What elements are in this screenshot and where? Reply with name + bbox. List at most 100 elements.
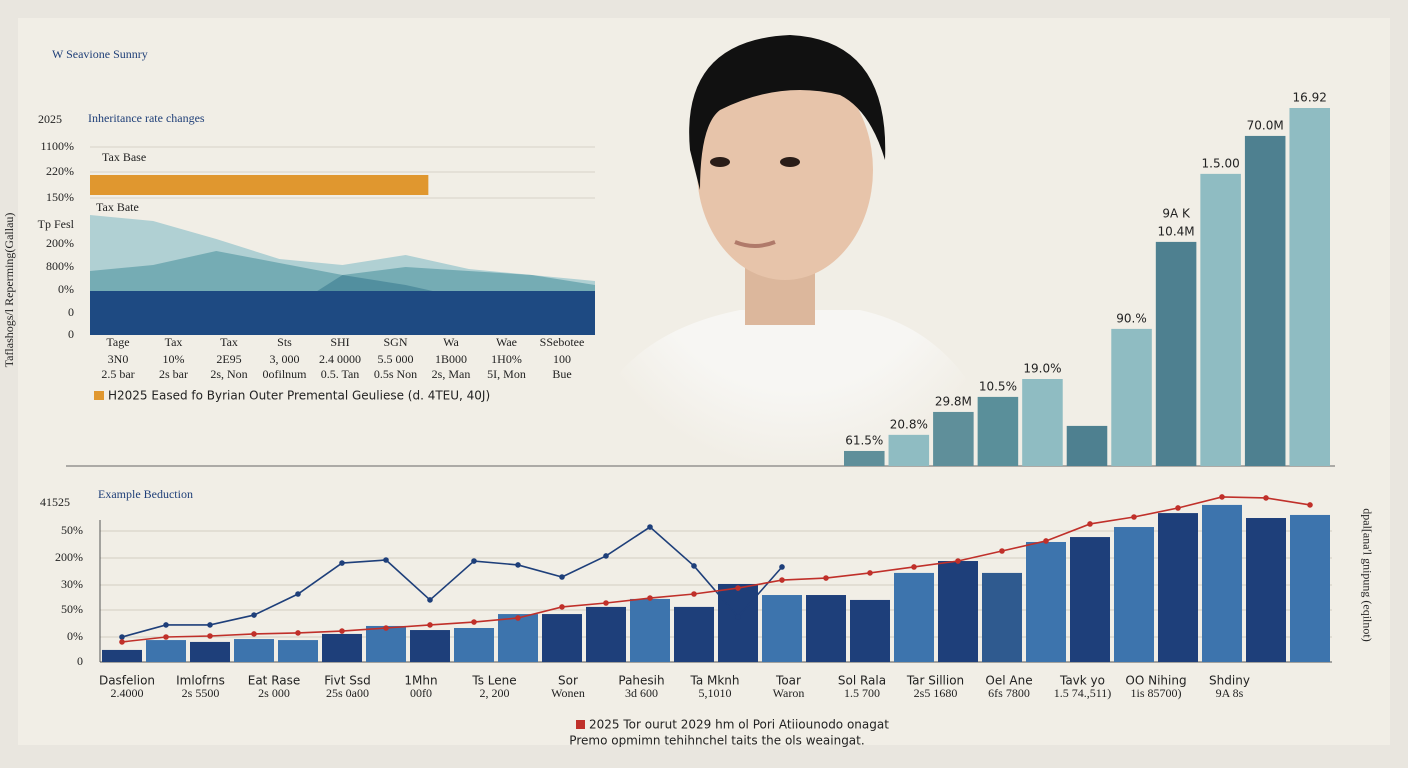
- x-label: Tavk yo: [1059, 674, 1105, 688]
- bar-label: 10.5%: [979, 379, 1017, 393]
- bar-label: 90.%: [1116, 311, 1147, 325]
- series-label: Tax Bate: [96, 200, 139, 214]
- y-label: 50%: [61, 602, 83, 616]
- area: [90, 291, 595, 335]
- x-sublabel: Wonen: [551, 686, 585, 700]
- point: [471, 619, 477, 625]
- y-label: 0: [68, 327, 74, 341]
- point: [735, 585, 741, 591]
- point: [251, 631, 257, 637]
- x-label: Tax: [220, 335, 238, 349]
- x-sublabel: 2s5 1680: [914, 686, 958, 700]
- x-label: Dasfelion: [99, 674, 155, 688]
- side-label: dpal[ana'l gnipung (eqilnot): [1360, 508, 1374, 641]
- bar: [102, 649, 142, 662]
- bar: [454, 628, 494, 662]
- point: [603, 553, 609, 559]
- bar: [1155, 241, 1197, 466]
- bar: [894, 572, 934, 662]
- x-sublabel: 0.5s Non: [374, 367, 417, 381]
- bar: [933, 411, 974, 466]
- point: [207, 633, 213, 639]
- bar: [1289, 108, 1330, 466]
- bar: [938, 561, 978, 662]
- x-label: Sts: [277, 335, 292, 349]
- x-sublabel: 00f0: [410, 686, 432, 700]
- bar-label: 16.92: [1293, 91, 1327, 105]
- point: [1219, 494, 1225, 500]
- point: [779, 564, 785, 570]
- x-sublabel: 0.5. Tan: [321, 367, 360, 381]
- chart-title: Inheritance rate changes: [88, 111, 205, 125]
- y-label: 220%: [46, 164, 74, 178]
- footnote: Premo opmimn tehihnchel taits the ols we…: [569, 734, 864, 748]
- bar: [977, 396, 1019, 466]
- x-label: Tage: [106, 335, 129, 349]
- x-label: Pahesih: [618, 674, 664, 688]
- bar: [234, 639, 274, 662]
- x-sublabel: 5.5 000: [378, 352, 414, 366]
- y-label: 800%: [46, 259, 74, 273]
- x-sublabel: 0ofilnum: [263, 367, 308, 381]
- bar: [278, 640, 318, 662]
- x-sublabel: 2E95: [216, 352, 241, 366]
- chart-title: Example Beduction: [98, 487, 193, 501]
- point: [999, 548, 1005, 554]
- bar: [1022, 379, 1063, 466]
- portrait: [600, 30, 990, 470]
- point: [339, 560, 345, 566]
- point: [911, 564, 917, 570]
- x-label: SGN: [383, 335, 407, 349]
- point: [383, 625, 389, 631]
- bar-label: 9A K: [1162, 206, 1191, 220]
- x-sublabel: 6fs 7800: [988, 686, 1030, 700]
- line: [121, 526, 783, 638]
- x-label: Fivt Ssd: [324, 674, 370, 688]
- point: [383, 557, 389, 563]
- note: H2025 Eased fo Byrian Outer Premental Ge…: [108, 389, 490, 403]
- x-sublabel: 2s 5500: [182, 686, 220, 700]
- point: [515, 615, 521, 621]
- point: [251, 612, 257, 618]
- bar: [146, 640, 186, 662]
- bar: [586, 606, 626, 662]
- x-sublabel: Waron: [773, 686, 805, 700]
- x-sublabel: 1is 85700): [1131, 686, 1182, 700]
- x-sublabel: 2.4 0000: [319, 352, 361, 366]
- x-label: Tax: [165, 335, 183, 349]
- point: [207, 622, 213, 628]
- bar: [1070, 537, 1110, 662]
- bar: [844, 450, 885, 466]
- point: [823, 575, 829, 581]
- x-sublabel: 3d 600: [625, 686, 658, 700]
- point: [427, 622, 433, 628]
- y-label: 150%: [46, 190, 74, 204]
- point: [647, 595, 653, 601]
- x-label: Toar: [775, 674, 801, 688]
- bar-label: 61.5%: [845, 433, 883, 447]
- x-sublabel: 2s bar: [159, 367, 188, 381]
- x-label: Oel Ane: [985, 674, 1032, 688]
- point: [955, 558, 961, 564]
- y-label: 30%: [61, 577, 83, 591]
- point: [119, 634, 125, 640]
- x-sublabel: 2s 000: [258, 686, 290, 700]
- x-sublabel: 9A 8s: [1216, 686, 1244, 700]
- bar: [1066, 425, 1108, 466]
- x-sublabel: 100: [553, 352, 571, 366]
- x-sublabel: 10%: [163, 352, 185, 366]
- bar-label: 10.4M: [1158, 224, 1195, 238]
- y-label: 50%: [61, 523, 83, 537]
- point: [603, 600, 609, 606]
- bar: [806, 595, 846, 662]
- x-sublabel: 2s, Non: [210, 367, 247, 381]
- x-sublabel: 1H0%: [491, 352, 522, 366]
- point: [1131, 514, 1137, 520]
- point: [1087, 521, 1093, 527]
- point: [1175, 505, 1181, 511]
- x-label: Imlofrns: [176, 674, 225, 688]
- bar: [1114, 527, 1154, 662]
- bar: [366, 625, 406, 662]
- x-label: OO Nihing: [1125, 674, 1186, 688]
